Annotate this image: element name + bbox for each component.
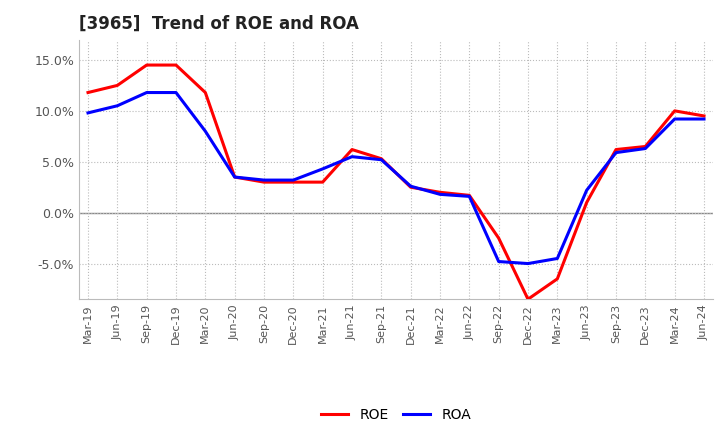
ROE — [406, 184, 415, 190]
ROA — [260, 177, 269, 183]
ROA — [201, 128, 210, 134]
Text: [3965]  Trend of ROE and ROA: [3965] Trend of ROE and ROA — [79, 15, 359, 33]
Line: ROA: ROA — [88, 92, 704, 264]
ROA — [171, 90, 180, 95]
ROA — [553, 256, 562, 261]
ROA — [700, 116, 708, 121]
ROA — [465, 194, 474, 199]
ROE — [641, 144, 649, 149]
ROE — [84, 90, 92, 95]
ROA — [377, 157, 386, 162]
ROA — [113, 103, 122, 108]
ROA — [641, 146, 649, 151]
ROE — [318, 180, 327, 185]
ROA — [582, 187, 591, 193]
ROA — [523, 261, 532, 266]
ROE — [700, 114, 708, 119]
ROA — [348, 154, 356, 159]
ROE — [348, 147, 356, 152]
ROA — [495, 259, 503, 264]
ROE — [523, 297, 532, 302]
ROA — [230, 174, 239, 180]
ROA — [84, 110, 92, 116]
Legend: ROE, ROA: ROE, ROA — [315, 402, 477, 427]
ROE — [612, 147, 621, 152]
ROE — [171, 62, 180, 68]
Line: ROE: ROE — [88, 65, 704, 299]
ROE — [670, 108, 679, 114]
ROE — [230, 174, 239, 180]
ROE — [377, 156, 386, 161]
ROE — [582, 200, 591, 205]
ROA — [670, 116, 679, 121]
ROE — [495, 235, 503, 241]
ROA — [406, 183, 415, 189]
ROE — [143, 62, 151, 68]
ROE — [436, 190, 444, 195]
ROE — [289, 180, 297, 185]
ROA — [143, 90, 151, 95]
ROE — [553, 276, 562, 282]
ROA — [318, 166, 327, 172]
ROE — [465, 193, 474, 198]
ROE — [201, 90, 210, 95]
ROE — [260, 180, 269, 185]
ROA — [436, 192, 444, 197]
ROA — [289, 177, 297, 183]
ROA — [612, 150, 621, 155]
ROE — [113, 83, 122, 88]
